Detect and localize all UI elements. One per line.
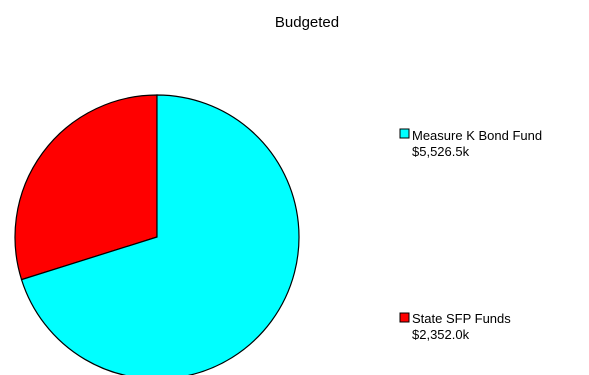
legend-label-measure-k-bond-fund: Measure K Bond Fund <box>412 128 542 143</box>
pie-slice-state-sfp-funds <box>14 94 158 281</box>
pie-slice-measure-k-bond-fund <box>20 94 300 375</box>
legend-value-state-sfp-funds: $2,352.0k <box>412 327 470 342</box>
legend-swatch-state-sfp-funds <box>399 312 410 323</box>
pie-slices <box>14 94 300 375</box>
legend-label-state-sfp-funds: State SFP Funds <box>412 311 511 326</box>
legend-swatch-measure-k-bond-fund <box>399 128 410 139</box>
chart-title: Budgeted <box>275 14 339 31</box>
legend: Measure K Bond Fund$5,526.5k State SFP Fu… <box>399 128 542 342</box>
legend-value-measure-k-bond-fund: $5,526.5k <box>412 144 470 159</box>
